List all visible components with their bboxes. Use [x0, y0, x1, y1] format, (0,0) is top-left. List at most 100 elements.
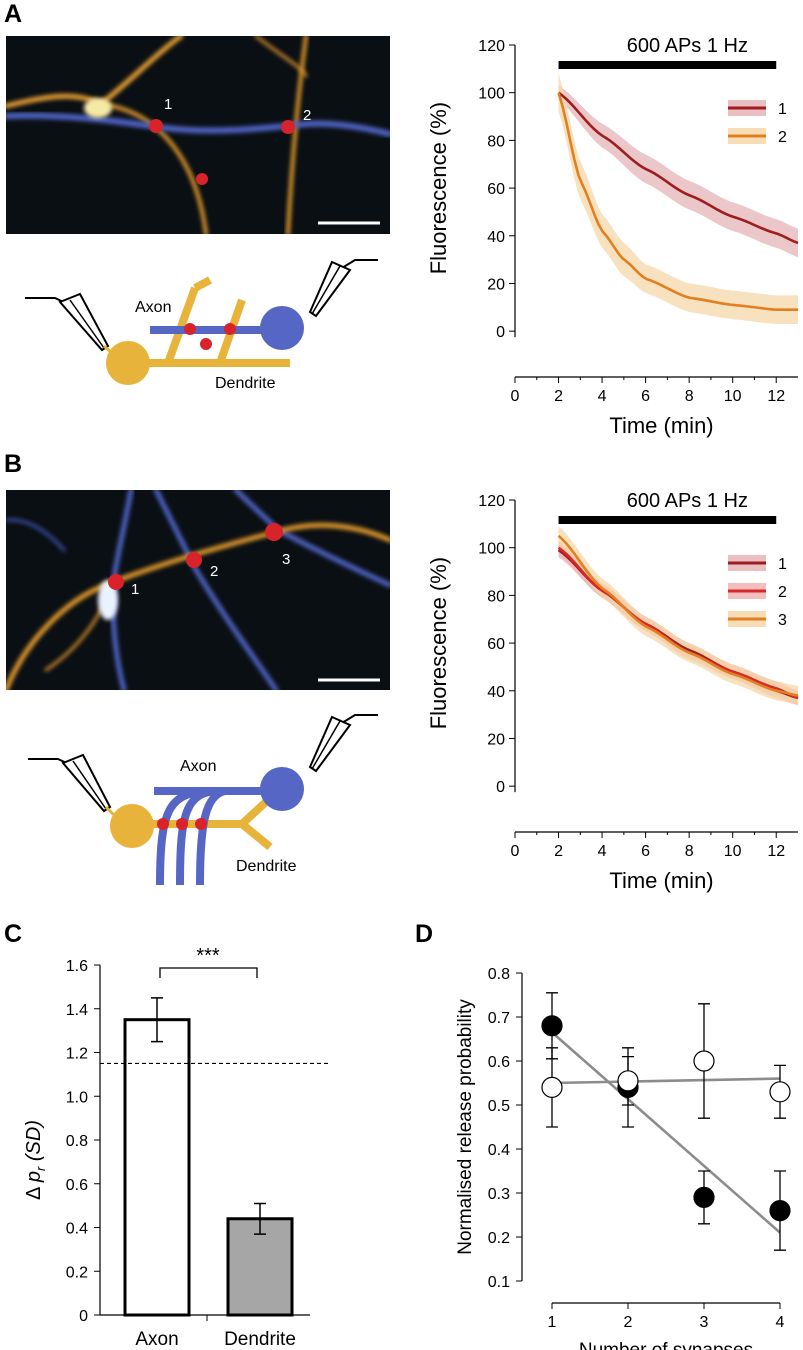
x-tick-label-c-dendrite: Dendrite: [224, 1329, 296, 1350]
y-tick-label-c-1.0: 1.0: [66, 1089, 88, 1106]
legend-label-b-2: 2: [778, 584, 787, 601]
y-tick-label-c-0: 0: [79, 1308, 88, 1325]
y-axis-label-c-delta: Δ: [23, 1182, 45, 1200]
y-tick-label-a-20: 20: [487, 276, 505, 293]
chart-d: 0.1 0.2 0.3 0.4 0.5 0.6 0.7 0.8 1 2 3 4 Number of sy…: [455, 966, 791, 1350]
x-tick-label-a-2: 2: [554, 388, 563, 405]
micrograph-a-axon: [6, 112, 390, 137]
legend-label-b-1: 1: [778, 556, 787, 573]
y-tick-label-a-100: 100: [478, 86, 505, 103]
x-axis-label-b: Time (min): [609, 868, 713, 893]
chart-c: *** 0 0.2 0.4 0.6 0.8 1.0 1.2 1.4 1.6 Axon Dendrite…: [23, 945, 328, 1350]
schematic-a-synapse-3: [200, 338, 212, 350]
y-tick-label-b-20: 20: [487, 731, 505, 748]
schematic-a-synapse-2: [224, 323, 236, 335]
x-tick-label-d-1: 1: [548, 1314, 557, 1331]
data-point-d-axon-1: [541, 1015, 563, 1037]
y-tick-label-c-0.2: 0.2: [66, 1264, 88, 1281]
electrode-left-b: [28, 753, 112, 813]
electrode-right-b: [308, 714, 378, 773]
x-tick-label-a-4: 4: [598, 388, 607, 405]
y-axis-label-c-p: p: [23, 1171, 45, 1183]
dendrite-label-b: Dendrite: [236, 858, 297, 875]
panel-label-d: D: [415, 920, 434, 948]
y-tick-label-c-1.2: 1.2: [66, 1046, 88, 1063]
y-tick-label-a-40: 40: [487, 229, 505, 246]
dendrite-label-a: Dendrite: [215, 375, 276, 392]
electrode-right-a: [308, 259, 378, 318]
micrograph-a-bright-spot: [84, 98, 112, 118]
data-point-d-axon-4: [769, 1200, 791, 1222]
y-tick-label-b-60: 60: [487, 636, 505, 653]
x-tick-label-d-4: 4: [776, 1314, 785, 1331]
bar-c-axon: [123, 1018, 191, 1317]
y-tick-label-a-80: 80: [487, 133, 505, 150]
soma-orange-a: [106, 341, 150, 385]
x-tick-label-d-2: 2: [624, 1314, 633, 1331]
panel-label-c: C: [4, 920, 23, 948]
y-tick-label-c-0.8: 0.8: [66, 1133, 88, 1150]
x-tick-label-b-0: 0: [511, 843, 520, 860]
schematic-b: Axon Dendrite: [28, 714, 378, 885]
panel-label-a: A: [4, 0, 23, 28]
soma-blue-a: [260, 306, 304, 350]
y-axis-label-d: Normalised release probability: [455, 999, 476, 1255]
fit-line-d-dendrite: [551, 1077, 781, 1085]
y-axis-label-c-sub: r: [33, 1166, 48, 1171]
line-a-series-1: [557, 91, 799, 245]
line-a-series-2: [557, 92, 798, 311]
synapse-spot-b-3: [265, 523, 283, 541]
soma-orange-b: [110, 804, 154, 848]
axon-label-a: Axon: [135, 299, 171, 316]
spot-label-b-3: 3: [282, 551, 290, 568]
x-tick-label-a-6: 6: [641, 388, 650, 405]
soma-blue-b: [260, 767, 304, 811]
x-tick-label-b-10: 10: [724, 843, 742, 860]
y-tick-label-d-0.6: 0.6: [488, 1054, 510, 1071]
micrograph-a: 1 2: [6, 36, 390, 234]
error-bar-c-axon: [151, 997, 163, 1043]
schematic-a-synapse-1: [184, 323, 196, 335]
schematic-a: Axon Dendrite: [25, 259, 378, 392]
legend-label-a-2: 2: [778, 129, 787, 146]
micrograph-b-axons: [6, 490, 390, 690]
x-tick-label-a-8: 8: [685, 388, 694, 405]
y-tick-label-d-0.4: 0.4: [488, 1142, 510, 1159]
synapse-spot-b-1: [108, 574, 124, 590]
x-tick-label-a-0: 0: [511, 388, 520, 405]
y-tick-label-c-1.4: 1.4: [66, 1002, 88, 1019]
y-tick-label-c-1.6: 1.6: [66, 958, 88, 975]
x-tick-label-a-12: 12: [767, 388, 785, 405]
y-tick-label-d-0.7: 0.7: [488, 1010, 510, 1027]
y-tick-label-b-120: 120: [478, 493, 505, 510]
y-axis-label-a: Fluorescence (%): [426, 102, 451, 274]
chart-title-b: 600 APs 1 Hz: [627, 490, 748, 512]
y-tick-label-a-60: 60: [487, 181, 505, 198]
y-tick-label-a-0: 0: [496, 324, 505, 341]
synapse-spot-a-3: [196, 173, 208, 185]
x-tick-label-b-6: 6: [641, 843, 650, 860]
data-point-d-dendrite-2: [617, 1070, 639, 1092]
error-band-a-series-2: [558, 73, 798, 324]
y-tick-label-b-40: 40: [487, 684, 505, 701]
significance-bracket: [159, 967, 258, 978]
data-point-d-dendrite-3: [693, 1050, 715, 1072]
axon-label-b: Axon: [180, 758, 216, 775]
schematic-b-synapse-2: [176, 818, 188, 830]
x-axis-label-a: Time (min): [609, 413, 713, 438]
y-tick-label-d-0.8: 0.8: [488, 966, 510, 983]
micrograph-b-bright-spot: [98, 580, 118, 620]
chart-title-a: 600 APs 1 Hz: [627, 35, 748, 57]
line-b-series-3: [557, 534, 799, 697]
data-point-d-axon-3: [693, 1186, 715, 1208]
x-tick-label-b-12: 12: [767, 843, 785, 860]
synapse-spot-b-2: [186, 552, 202, 568]
y-tick-label-d-0.2: 0.2: [488, 1230, 510, 1247]
spot-label-a-1: 1: [164, 96, 172, 113]
error-band-a-series-1: [558, 85, 798, 258]
y-tick-label-b-100: 100: [478, 541, 505, 558]
legend-label-a-1: 1: [778, 101, 787, 118]
synapse-spot-a-1: [149, 119, 163, 133]
